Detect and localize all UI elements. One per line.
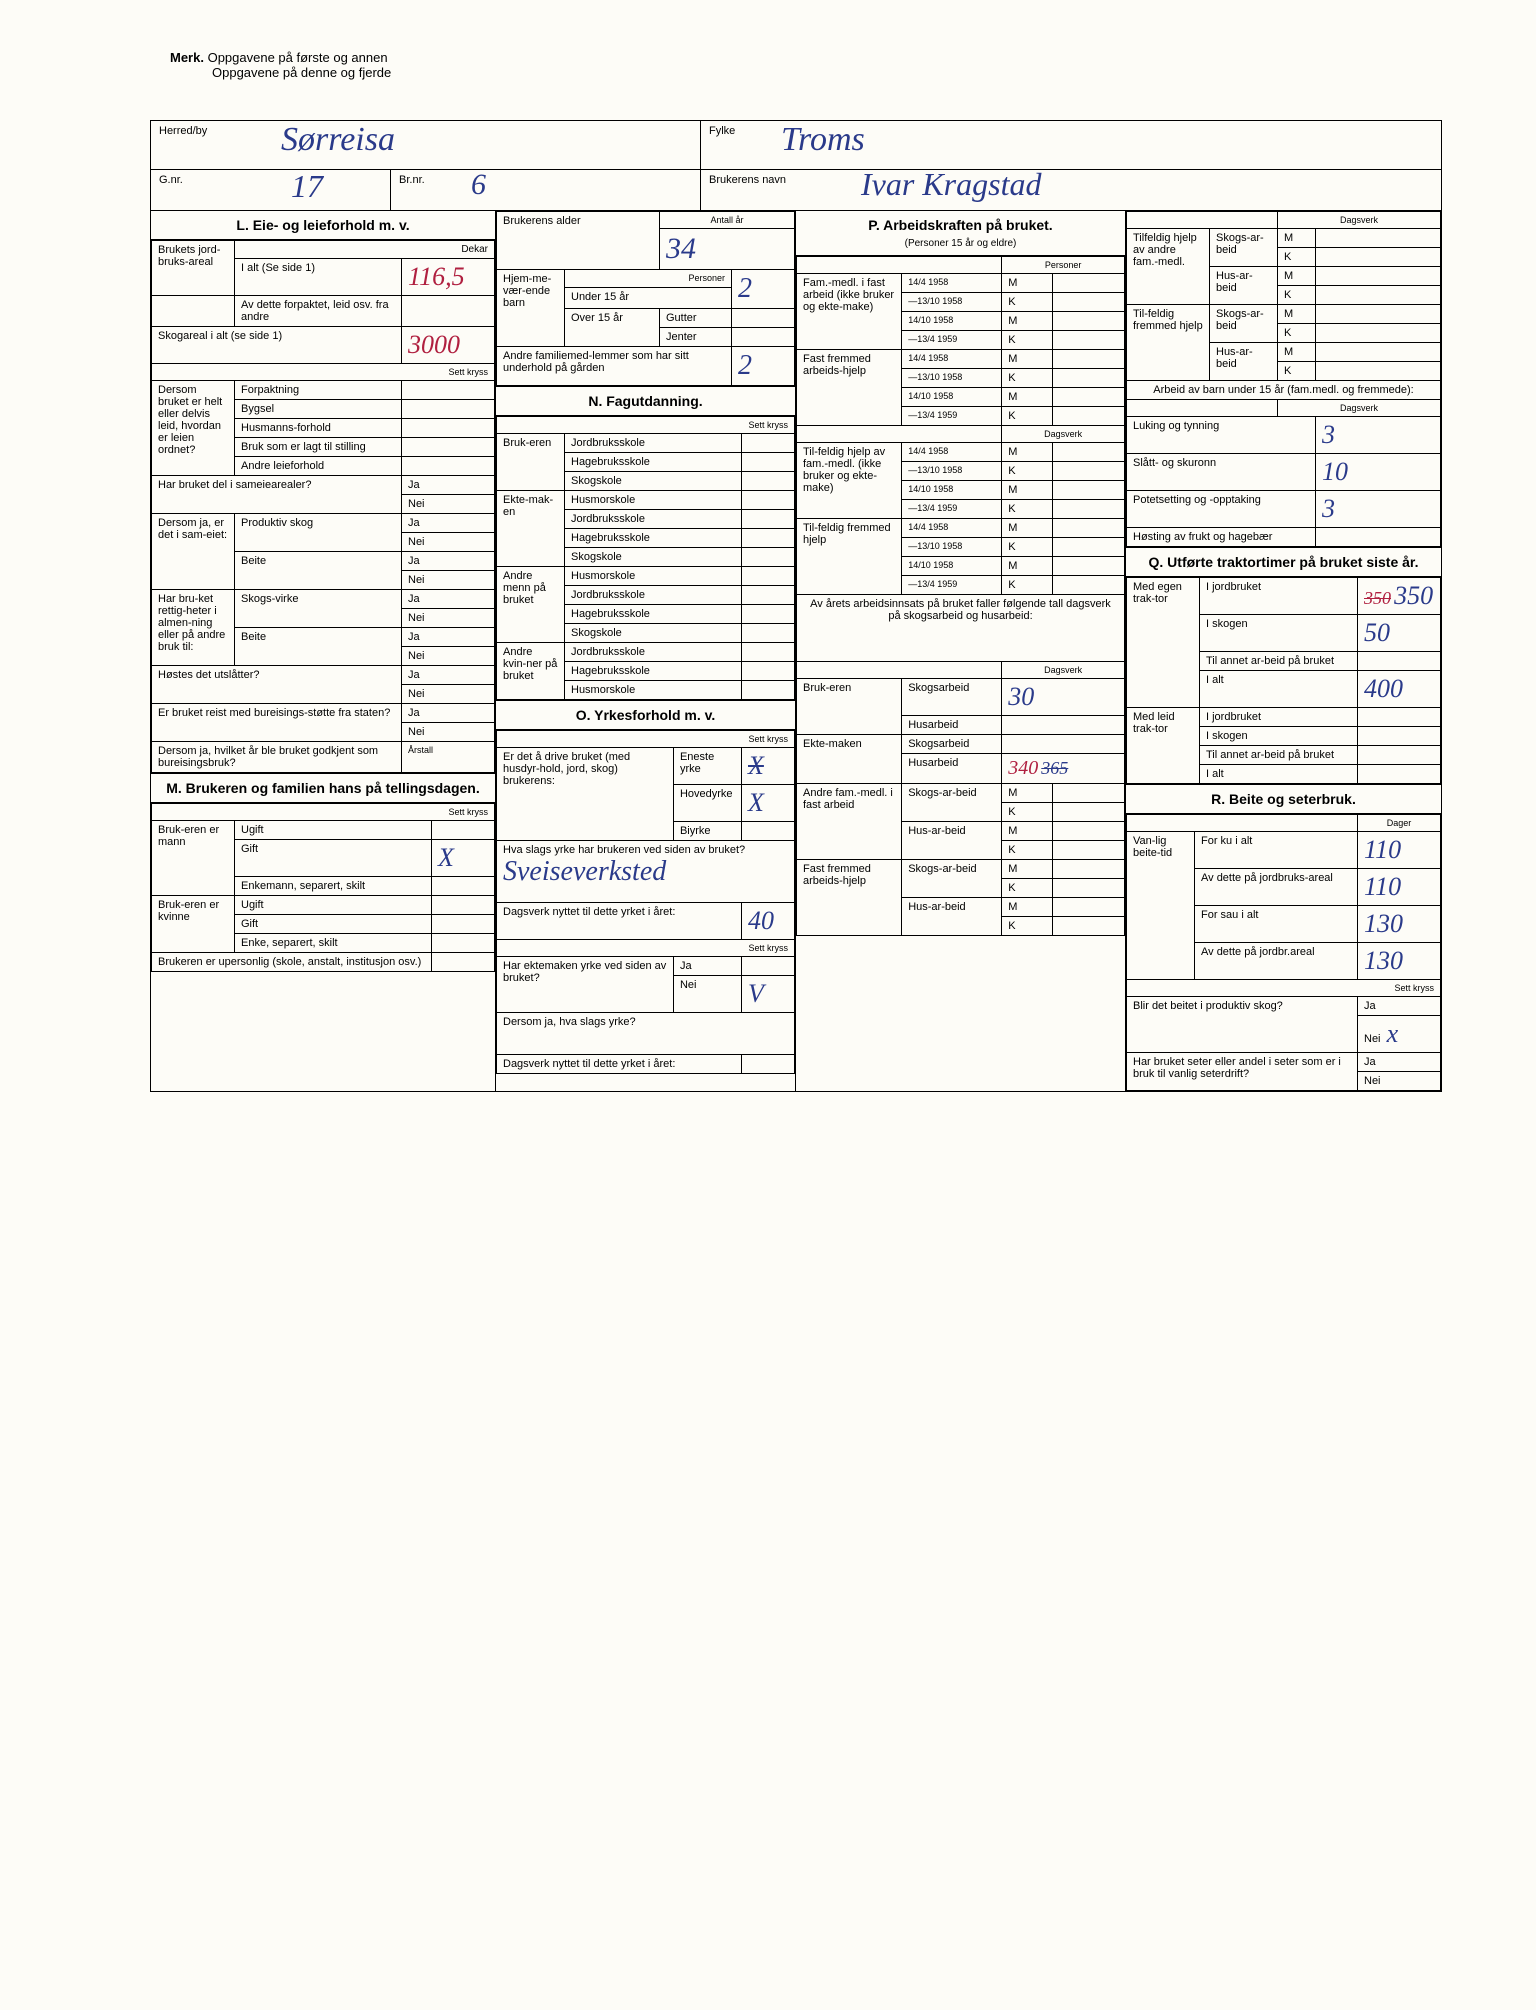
N-title: N. Fagutdanning. (496, 386, 795, 416)
yrke-value: Sveiseverksted (503, 856, 666, 887)
col-mid: Brukerens alder Antall år 34 Hjem-me-vær… (496, 211, 796, 1091)
bruk-skog: 30 (1008, 682, 1034, 711)
P-table: Personer Fam.-medl. i fast arbeid (ikke … (796, 256, 1125, 936)
M-title: M. Brukeren og familien hans på tellings… (151, 773, 495, 803)
L-title: L. Eie- og leieforhold m. v. (151, 211, 495, 240)
slatt-val: 10 (1322, 457, 1348, 486)
form-page: Merk. Oppgavene på første og annen Oppga… (0, 0, 1536, 2010)
merk-note: Merk. Oppgavene på første og annen Oppga… (170, 50, 391, 80)
ialt-value: 116,5 (408, 262, 465, 291)
right-top-table: Dagsverk Tilfeldig hjelp av andre fam.-m… (1126, 211, 1441, 547)
forku-val: 110 (1364, 835, 1401, 864)
andrefam-value: 2 (738, 350, 752, 381)
ekte-nei: V (748, 979, 764, 1008)
bruker-value: Ivar Kragstad (861, 166, 1041, 203)
beite-nei: x (1387, 1019, 1399, 1048)
O-table: Sett kryss Er det å drive bruket (med hu… (496, 730, 795, 1074)
dagsverk-value: 40 (748, 906, 774, 935)
alder-value: 34 (666, 232, 696, 265)
ekte-hus: 340 (1008, 757, 1038, 779)
under15-value: 2 (738, 273, 752, 304)
col-L: L. Eie- og leieforhold m. v. Brukets jor… (151, 211, 496, 1091)
fylke-value: Troms (781, 121, 865, 159)
col-P: P. Arbeidskraften på bruket. (Personer 1… (796, 211, 1126, 1091)
fylke-cell: Fylke Troms (701, 121, 1441, 169)
N-table: Sett kryss Bruk-erenJordbruksskole Hageb… (496, 416, 795, 700)
potet-val: 3 (1322, 494, 1335, 523)
bruker-cell: Brukerens navn Ivar Kragstad (701, 170, 1441, 210)
R-title: R. Beite og seterbruk. (1126, 784, 1441, 814)
q-ialt: 400 (1364, 674, 1403, 703)
hoved-x: X (748, 788, 764, 817)
luking-val: 3 (1322, 420, 1335, 449)
gnr-value: 17 (291, 168, 323, 205)
P-title: P. Arbeidskraften på bruket. (Personer 1… (796, 211, 1125, 256)
avdette-val: 110 (1364, 872, 1401, 901)
mid-table: Brukerens alder Antall år 34 Hjem-me-vær… (496, 211, 795, 386)
forsau-val: 130 (1364, 909, 1403, 938)
gnr-cell: G.nr. 17 (151, 170, 391, 210)
L-table: Brukets jord-bruks-areal Dekar I alt (Se… (151, 240, 495, 773)
brnr-cell: Br.nr. 6 (391, 170, 701, 210)
R-table: Dager Van-lig beite-tid For ku i alt110 … (1126, 814, 1441, 1091)
O-title: O. Yrkesforhold m. v. (496, 700, 795, 730)
col-right: Dagsverk Tilfeldig hjelp av andre fam.-m… (1126, 211, 1441, 1091)
q-iskog: 50 (1364, 618, 1390, 647)
avdettesau-val: 130 (1364, 946, 1403, 975)
Q-title: Q. Utførte traktortimer på bruket siste … (1126, 547, 1441, 577)
main-form: Herred/by Sørreisa Fylke Troms G.nr. 17 … (150, 120, 1442, 1092)
Q-table: Med egen trak-tor I jordbruket 350 350 I… (1126, 577, 1441, 784)
M-table: Sett kryss Bruk-eren er mannUgift GiftX … (151, 803, 495, 972)
skog-value: 3000 (408, 330, 460, 359)
eneste-x: X (748, 751, 764, 780)
herred-cell: Herred/by Sørreisa (151, 121, 701, 169)
gift-x: X (438, 843, 454, 872)
q-ijord: 350 (1394, 581, 1433, 610)
brnr-value: 6 (471, 168, 486, 202)
herred-value: Sørreisa (281, 121, 395, 159)
